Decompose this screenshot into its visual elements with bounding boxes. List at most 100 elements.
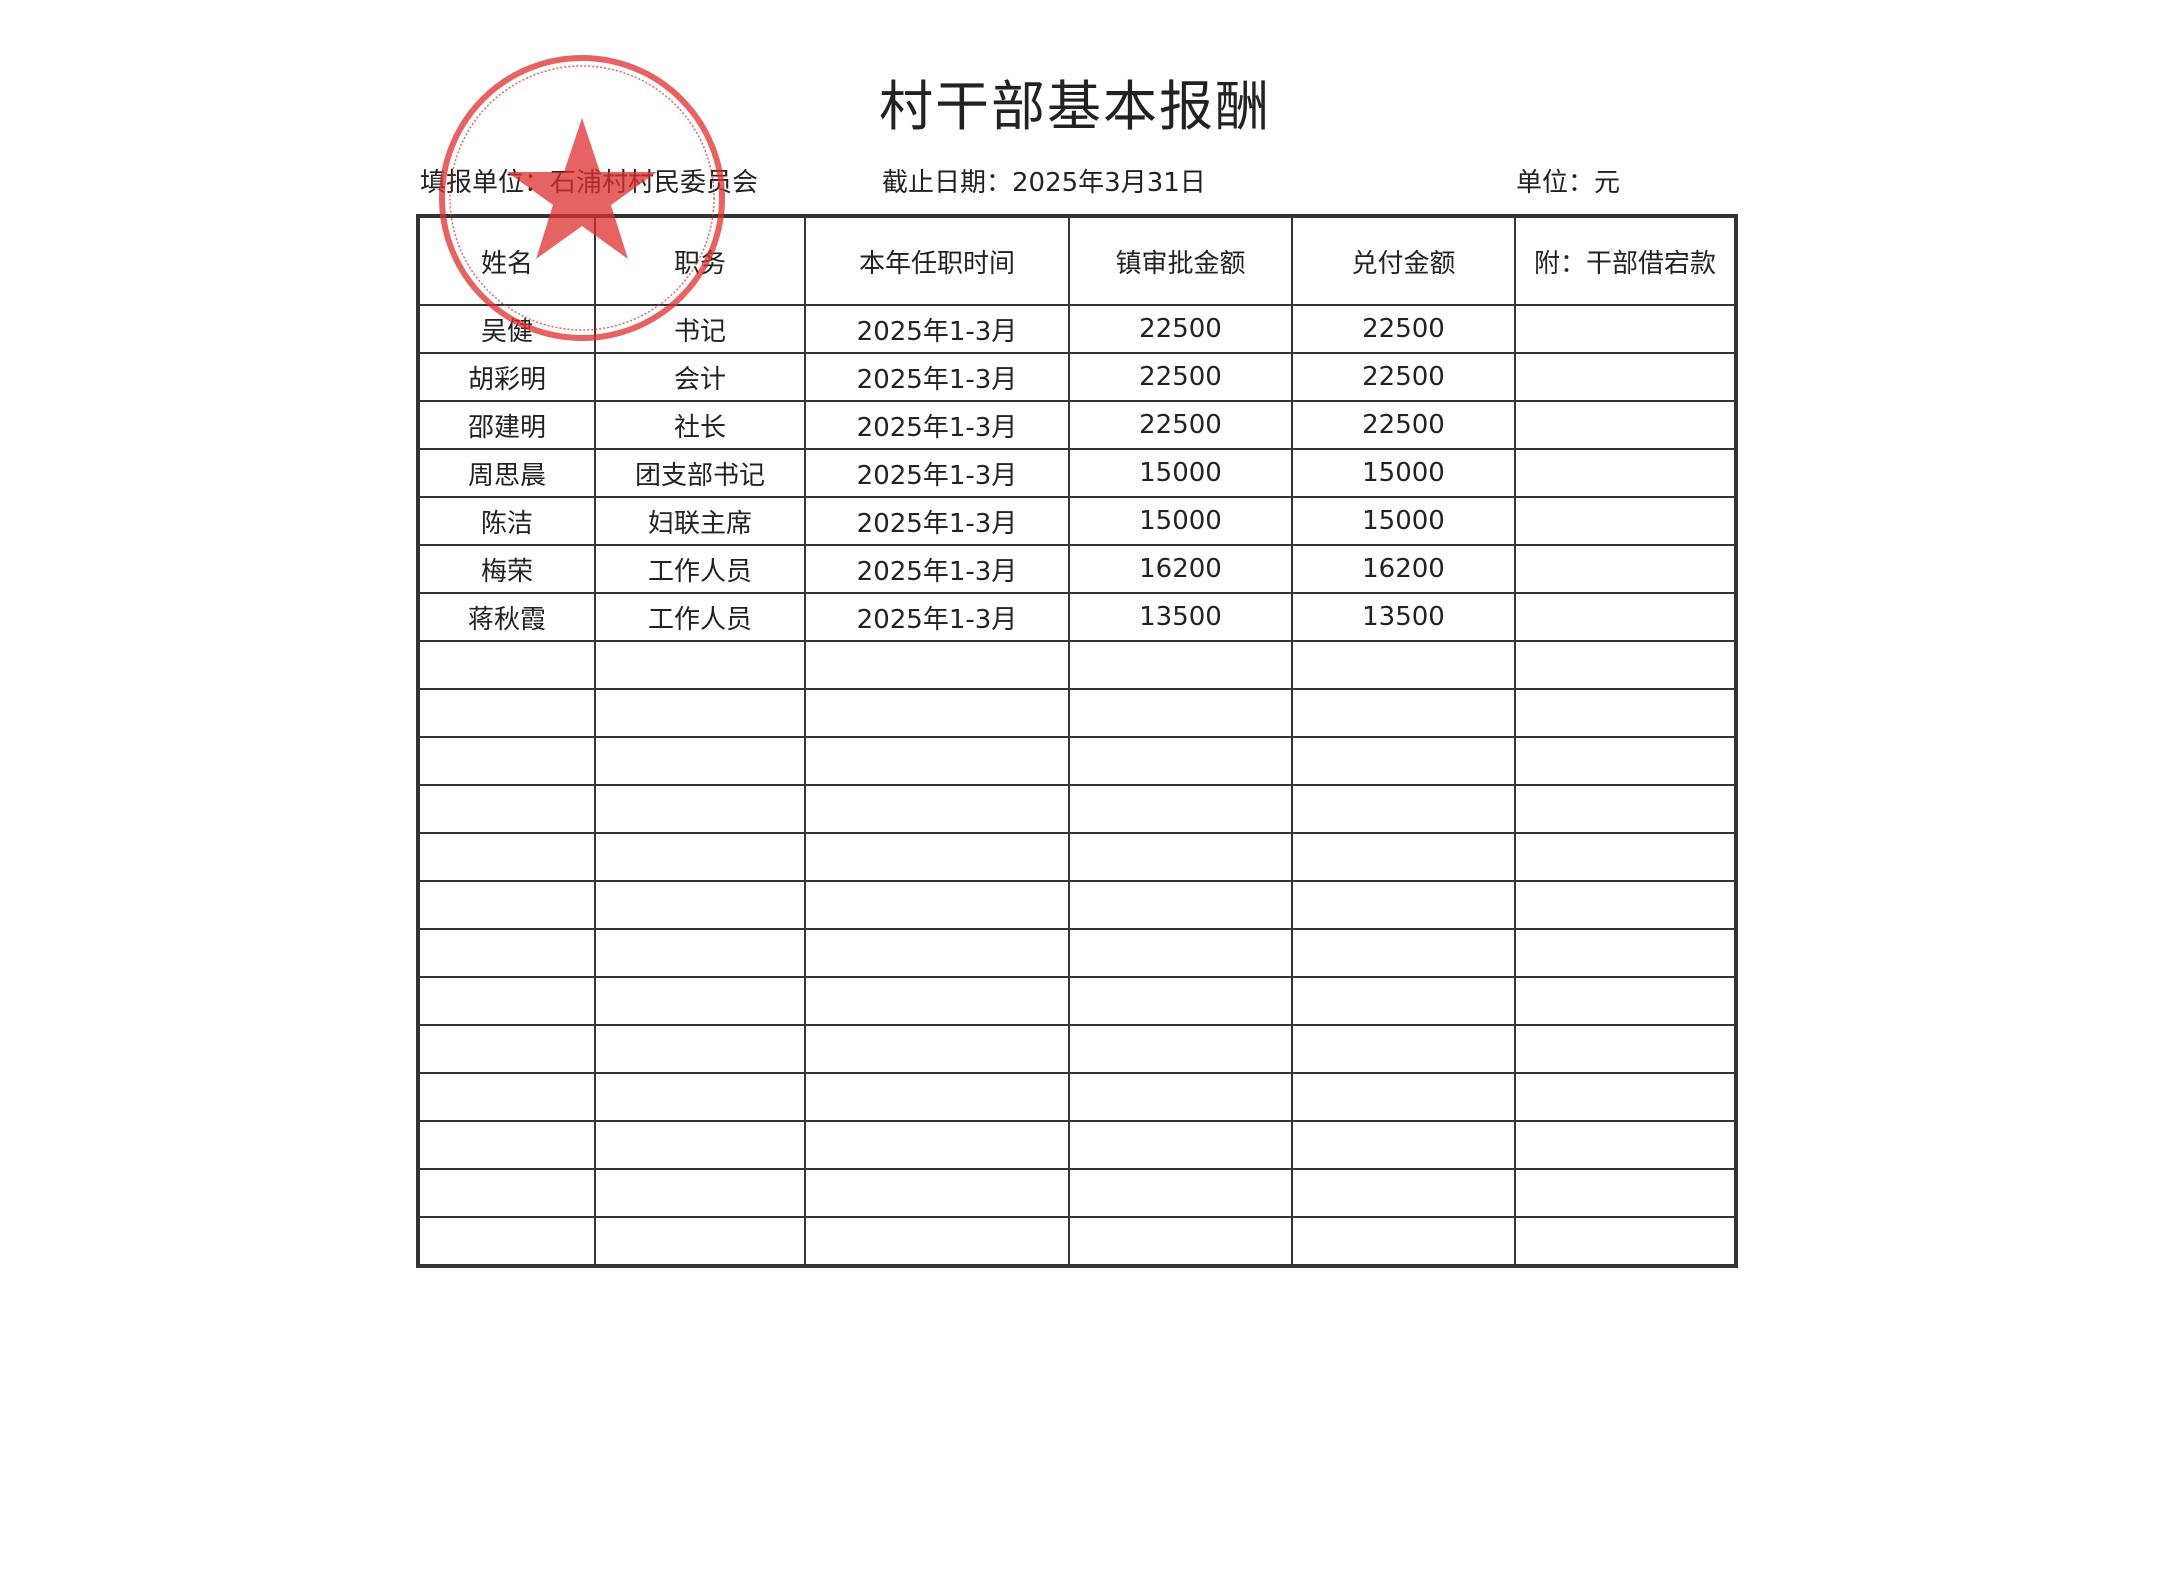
empty-cell: [804, 688, 1070, 738]
empty-cell: [1068, 1168, 1293, 1218]
table-cell: [1514, 448, 1737, 498]
currency-unit: 单位：元: [1516, 168, 1621, 198]
table-cell: 书记: [594, 304, 806, 354]
remuneration-table: 姓名 职务 本年任职时间 镇审批金额 兑付金额 附：干部借宕款 吴健 书记 2025年1-3月…: [416, 214, 1738, 1268]
empty-cell: [804, 1216, 1070, 1267]
empty-cell: [804, 784, 1070, 834]
empty-cell: [1291, 1120, 1516, 1170]
empty-cell: [1291, 832, 1516, 882]
empty-cell: [1068, 688, 1293, 738]
empty-cell: [417, 1216, 596, 1267]
table-cell: 15000: [1291, 496, 1516, 546]
column-header: 姓名: [417, 215, 596, 306]
table-cell: 15000: [1068, 448, 1293, 498]
table-cell: 妇联主席: [594, 496, 806, 546]
empty-row: [417, 1024, 1737, 1074]
table-cell: 2025年1-3月: [804, 304, 1070, 354]
empty-cell: [1068, 832, 1293, 882]
table-cell: 吴健: [417, 304, 596, 354]
empty-cell: [594, 736, 806, 786]
table-cell: 22500: [1291, 352, 1516, 402]
deadline-date: 截止日期：2025年3月31日: [882, 168, 1206, 198]
table-cell: 15000: [1291, 448, 1516, 498]
table-cell: 15000: [1068, 496, 1293, 546]
empty-cell: [1291, 1216, 1516, 1267]
empty-cell: [594, 1168, 806, 1218]
table-cell: [1514, 544, 1737, 594]
column-header: 镇审批金额: [1068, 215, 1293, 306]
column-header: 本年任职时间: [804, 215, 1070, 306]
table-cell: 邵建明: [417, 400, 596, 450]
empty-cell: [417, 784, 596, 834]
column-header: 兑付金额: [1291, 215, 1516, 306]
empty-cell: [1068, 1024, 1293, 1074]
empty-cell: [1291, 1072, 1516, 1122]
empty-row: [417, 976, 1737, 1026]
empty-cell: [804, 640, 1070, 690]
table-cell: 2025年1-3月: [804, 496, 1070, 546]
table-cell: 蒋秋霞: [417, 592, 596, 642]
table-row: 陈洁 妇联主席 2025年1-3月 15000 15000: [417, 496, 1737, 546]
empty-cell: [594, 688, 806, 738]
empty-cell: [1291, 688, 1516, 738]
table-row: 吴健 书记 2025年1-3月 22500 22500: [417, 304, 1737, 354]
empty-cell: [1514, 976, 1737, 1026]
empty-cell: [1514, 928, 1737, 978]
empty-cell: [804, 1120, 1070, 1170]
table-cell: 2025年1-3月: [804, 592, 1070, 642]
empty-cell: [1514, 688, 1737, 738]
empty-row: [417, 688, 1737, 738]
table-row: 胡彩明 会计 2025年1-3月 22500 22500: [417, 352, 1737, 402]
page-title: 村干部基本报酬: [879, 75, 1271, 138]
empty-cell: [594, 1216, 806, 1267]
table-cell: [1514, 352, 1737, 402]
table-cell: 工作人员: [594, 592, 806, 642]
empty-cell: [1291, 1024, 1516, 1074]
empty-cell: [1068, 1072, 1293, 1122]
empty-row: [417, 880, 1737, 930]
empty-row: [417, 1072, 1737, 1122]
table-cell: 22500: [1068, 400, 1293, 450]
empty-cell: [417, 688, 596, 738]
empty-cell: [417, 1024, 596, 1074]
empty-row: [417, 640, 1737, 690]
empty-cell: [804, 736, 1070, 786]
table-cell: 团支部书记: [594, 448, 806, 498]
empty-cell: [417, 640, 596, 690]
table-cell: 22500: [1068, 304, 1293, 354]
table-cell: 16200: [1291, 544, 1516, 594]
filler-unit: 填报单位：石浦村村民委员会: [420, 168, 759, 198]
table-cell: 胡彩明: [417, 352, 596, 402]
table-cell: 22500: [1291, 400, 1516, 450]
empty-row: [417, 736, 1737, 786]
empty-cell: [594, 640, 806, 690]
empty-cell: [417, 928, 596, 978]
empty-cell: [1291, 976, 1516, 1026]
table-body: 吴健 书记 2025年1-3月 22500 22500 胡彩明 会计 2025年1-3月 225…: [417, 304, 1737, 1267]
empty-cell: [594, 832, 806, 882]
table-cell: 13500: [1068, 592, 1293, 642]
table-cell: 16200: [1068, 544, 1293, 594]
empty-cell: [1514, 832, 1737, 882]
empty-cell: [804, 832, 1070, 882]
table-cell: 2025年1-3月: [804, 400, 1070, 450]
table-row: 周思晨 团支部书记 2025年1-3月 15000 15000: [417, 448, 1737, 498]
table-cell: 22500: [1068, 352, 1293, 402]
empty-row: [417, 1168, 1737, 1218]
empty-cell: [1514, 1168, 1737, 1218]
empty-cell: [417, 976, 596, 1026]
table-cell: 2025年1-3月: [804, 352, 1070, 402]
empty-cell: [1514, 640, 1737, 690]
table-cell: 梅荣: [417, 544, 596, 594]
empty-cell: [1291, 736, 1516, 786]
table-cell: [1514, 496, 1737, 546]
empty-cell: [804, 1168, 1070, 1218]
empty-cell: [1514, 1216, 1737, 1267]
empty-cell: [1068, 976, 1293, 1026]
empty-cell: [594, 976, 806, 1026]
empty-cell: [417, 880, 596, 930]
empty-cell: [594, 928, 806, 978]
table-cell: 2025年1-3月: [804, 448, 1070, 498]
empty-cell: [1514, 784, 1737, 834]
empty-cell: [1291, 1168, 1516, 1218]
